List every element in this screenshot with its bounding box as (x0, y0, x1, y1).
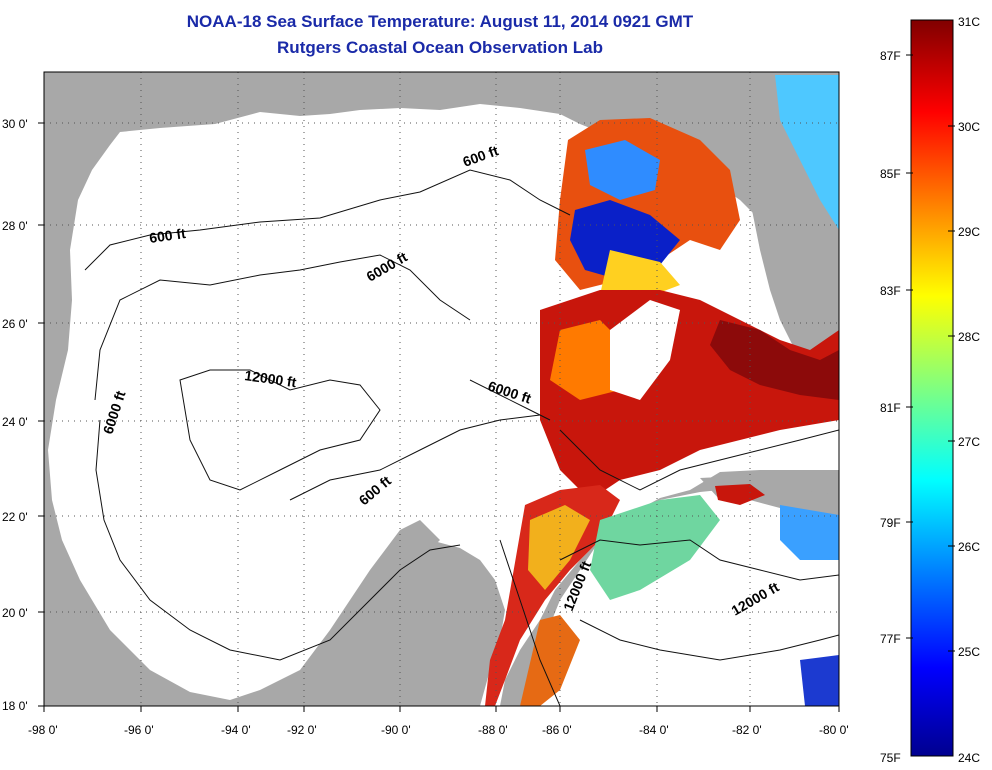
isobath-label-600ft-west: 600 ft (148, 225, 187, 246)
isobath-label-12000ft-gulf: 12000 ft (244, 367, 298, 390)
lat-label: 18 0' (2, 699, 28, 713)
lon-label: -98 0' (28, 723, 58, 737)
isobath-contours (84, 169, 839, 706)
map-subtitle: Rutgers Coastal Ocean Observation Lab (277, 38, 603, 57)
lon-label: -82 0' (732, 723, 762, 737)
colorbar-fahrenheit-label: 85F (880, 167, 901, 181)
lat-label: 24 0' (2, 415, 28, 429)
map-title: NOAA-18 Sea Surface Temperature: August … (186, 12, 694, 31)
colorbar-fahrenheit-label: 79F (880, 516, 901, 530)
colorbar-celsius-label: 30C (958, 120, 980, 134)
colorbar-fahrenheit-label: 83F (880, 284, 901, 298)
lon-label: -80 0' (819, 723, 849, 737)
colorbar-celsius-label: 28C (958, 330, 980, 344)
colorbar-fahrenheit-label: 87F (880, 49, 901, 63)
lat-label: 30 0' (2, 117, 28, 131)
colorbar-celsius-label: 26C (958, 540, 980, 554)
lat-label: 28 0' (2, 219, 28, 233)
colorbar-fahrenheit-label: 81F (880, 401, 901, 415)
colorbar-celsius-label: 31C (958, 15, 980, 29)
longitude-labels: -98 0' -96 0' -94 0' -92 0' -90 0' -88 0… (28, 723, 849, 737)
latitude-labels: 30 0' 28 0' 26 0' 24 0' 22 0' 20 0' 18 0… (2, 117, 28, 713)
colorbar-celsius-label: 25C (958, 645, 980, 659)
colorbar-celsius-label: 24C (958, 751, 980, 765)
colorbar-fahrenheit-label: 77F (880, 632, 901, 646)
colorbar-fahrenheit-label: 75F (880, 751, 901, 765)
lon-label: -92 0' (287, 723, 317, 737)
colorbar-celsius-label: 29C (958, 225, 980, 239)
lon-label: -96 0' (124, 723, 154, 737)
yucatan-land (370, 540, 505, 706)
lon-label: -90 0' (381, 723, 411, 737)
lon-label: -86 0' (542, 723, 572, 737)
colorbar-gradient (910, 19, 954, 757)
grid-lines (44, 72, 839, 706)
sst-data (485, 75, 839, 706)
lat-label: 22 0' (2, 510, 28, 524)
axis-ticks (38, 122, 840, 712)
lat-label: 20 0' (2, 606, 28, 620)
map-frame (43, 71, 840, 707)
lat-label: 26 0' (2, 317, 28, 331)
colorbar: 31C 30C 29C 28C 27C 26C 25C 24C 87F 85F … (880, 15, 980, 765)
lon-label: -88 0' (478, 723, 508, 737)
lon-label: -84 0' (639, 723, 669, 737)
map-canvas: 600 ft 600 ft 6000 ft 6000 ft 6000 ft 12… (44, 72, 839, 706)
colorbar-celsius-label: 27C (958, 435, 980, 449)
lon-label: -94 0' (221, 723, 251, 737)
